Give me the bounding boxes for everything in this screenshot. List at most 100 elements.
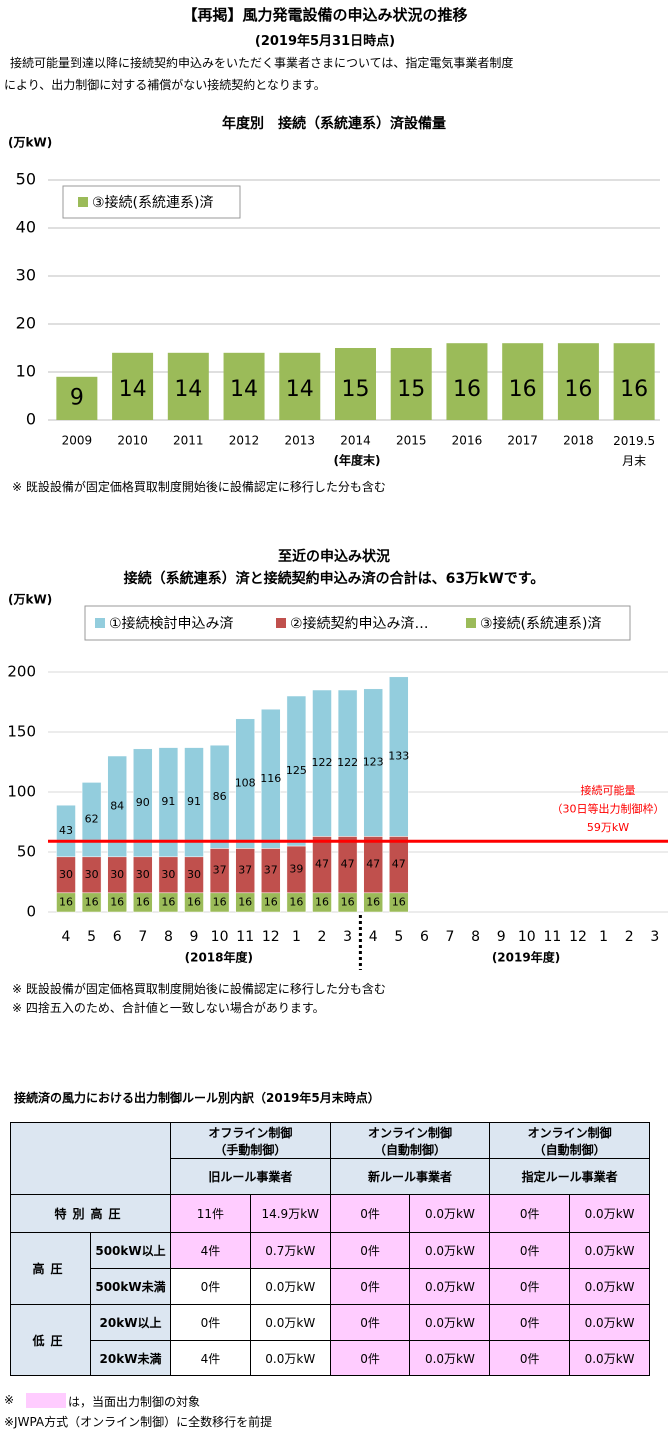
- charts: 年度別 接続（系統連系）済設備量(万kW)0102030405020099201…: [7, 115, 668, 970]
- cell: 0.0万kW: [409, 1194, 491, 1233]
- value-label: 16: [161, 895, 175, 908]
- bar: [279, 352, 321, 420]
- x-tick-label: 4: [62, 929, 71, 945]
- value-label: 47: [366, 858, 380, 871]
- x-tick-label: 3: [650, 929, 659, 945]
- value-label: 16: [315, 895, 329, 908]
- value-label: 16: [110, 895, 124, 908]
- cell: 11件: [170, 1194, 251, 1233]
- legend-label: ②接続契約申込み済…: [290, 615, 429, 632]
- value-label: 14: [286, 377, 314, 402]
- x-tick-label: 5: [394, 929, 403, 945]
- value-label: 39: [289, 862, 303, 875]
- value-label: 16: [136, 895, 150, 908]
- cell: 4件: [170, 1340, 251, 1376]
- bar: [446, 343, 488, 420]
- bar-segment: [81, 782, 102, 858]
- x-tick-label: 10: [211, 929, 229, 945]
- value-label: 16: [85, 895, 99, 908]
- row-header: 20kW未満: [90, 1340, 171, 1376]
- corner: [10, 1122, 171, 1195]
- page-title: 【再掲】風力発電設備の申込み状況の推移: [182, 6, 468, 24]
- rule-header: 旧ルール事業者: [170, 1158, 331, 1195]
- x-tick-label: 12: [569, 929, 587, 945]
- value-label: 16: [341, 895, 355, 908]
- row-header: 500kW未満: [90, 1268, 171, 1305]
- x-tick-label: 6: [420, 929, 429, 945]
- bar-segment: [158, 747, 179, 858]
- bar: [56, 376, 98, 420]
- value-label: 15: [397, 377, 425, 402]
- breakdown-table: オフライン制御 （手動制御） オンライン制御 （自動制御） オンライン制御 （自…: [10, 1122, 650, 1376]
- x-tick-label: 3: [343, 929, 352, 945]
- value-label: 30: [136, 868, 150, 881]
- x-tick-label: 2016: [452, 434, 483, 448]
- cell: 0件: [489, 1194, 571, 1233]
- x-tick-label: 9: [497, 929, 506, 945]
- cell: 0件: [489, 1268, 571, 1305]
- cell: 0.0万kW: [569, 1340, 650, 1376]
- cell: 0.0万kW: [569, 1268, 650, 1305]
- x-tick-label: 12: [262, 929, 280, 945]
- footnote: ※JWPA方式（オンライン制御）に全数移行を前提: [4, 1415, 273, 1429]
- x-tick-label: 2018: [563, 434, 594, 448]
- reference-label: 接続可能量: [581, 783, 636, 797]
- x-tick-label: 8: [471, 929, 480, 945]
- value-label: 14: [119, 377, 147, 402]
- y-tick-label: 200: [7, 663, 36, 681]
- cell: 0.0万kW: [409, 1340, 491, 1376]
- group-header: オンライン制御 （自動制御）: [329, 1122, 491, 1159]
- group-header: オンライン制御 （自動制御）: [489, 1122, 650, 1159]
- page-subtitle: (2019年5月31日時点): [254, 34, 396, 49]
- reference-label: （30日等出力制御枠）: [552, 802, 665, 816]
- reference-label: 59万kW: [587, 821, 629, 834]
- value-label: 16: [366, 895, 380, 908]
- rule-header: 指定ルール事業者: [489, 1158, 650, 1195]
- cell: 4件: [170, 1232, 251, 1269]
- note: ※ 既設設備が固定価格買取制度開始後に設備認定に移行した分も含む: [12, 982, 386, 996]
- value-label: 47: [392, 858, 406, 871]
- value-label: 30: [59, 868, 73, 881]
- footnote-lead: ※: [4, 1393, 15, 1407]
- bar: [112, 352, 154, 420]
- y-tick-label: 40: [16, 218, 36, 237]
- chart-title: 至近の申込み状況: [278, 548, 390, 565]
- x-tick-label: 11: [543, 929, 561, 945]
- cell: 0件: [170, 1304, 251, 1341]
- value-label: 47: [315, 858, 329, 871]
- y-tick-label: 100: [7, 783, 36, 801]
- bar: [502, 343, 544, 420]
- footnote: は，当面出力制御の対象: [68, 1395, 201, 1409]
- bar: [390, 348, 432, 420]
- y-tick-label: 150: [7, 723, 36, 741]
- x-tick-label: 2017: [507, 434, 538, 448]
- group-header: オフライン制御 （手動制御）: [170, 1122, 331, 1159]
- cell: 0件: [329, 1232, 411, 1269]
- legend-label: ③接続(系統連系)済: [480, 615, 601, 632]
- period-label: (2018年度): [185, 950, 253, 965]
- value-label: 16: [620, 377, 648, 402]
- x-tick-label: 1: [599, 929, 608, 945]
- bar: [613, 343, 655, 420]
- cell: 0件: [489, 1232, 571, 1269]
- cell: 0件: [489, 1304, 571, 1341]
- x-tick-label: 9: [190, 929, 199, 945]
- bar-segment: [209, 744, 230, 849]
- row-group: 低圧: [10, 1304, 91, 1376]
- cell: 0.0万kW: [569, 1232, 650, 1269]
- y-tick-label: 20: [16, 314, 36, 333]
- bar-segment: [312, 689, 332, 837]
- bar: [167, 352, 209, 420]
- cell: 0件: [489, 1340, 571, 1376]
- y-tick-label: 50: [17, 843, 36, 861]
- chart-title: 年度別 接続（系統連系）済設備量: [222, 115, 446, 132]
- note: ※ 既設設備が固定価格買取制度開始後に設備認定に移行した分も含む: [12, 480, 386, 494]
- cell: 0件: [329, 1340, 411, 1376]
- x-tick-label: 6: [113, 929, 122, 945]
- value-label: 14: [230, 377, 258, 402]
- x-tick-label: 2011: [173, 434, 204, 448]
- cell: 0件: [170, 1268, 251, 1305]
- cell: 0.0万kW: [569, 1194, 650, 1233]
- y-tick-label: 30: [16, 266, 36, 285]
- value-label: 37: [264, 864, 278, 877]
